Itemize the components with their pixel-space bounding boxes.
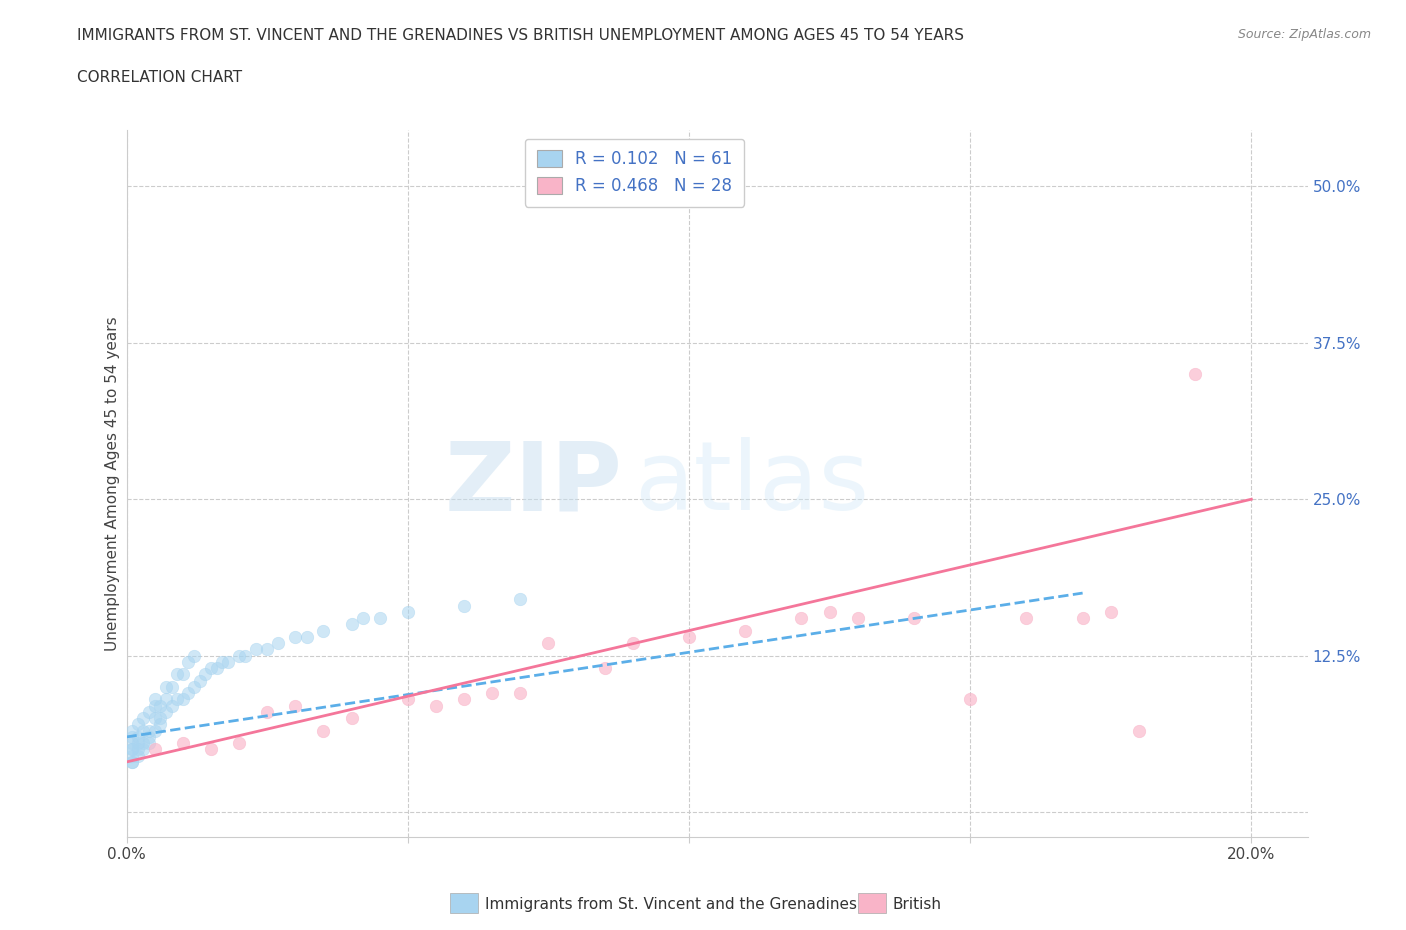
Point	[340, 711, 363, 725]
Point	[368, 611, 391, 626]
Point	[205, 660, 228, 675]
Point	[121, 749, 143, 764]
Point	[509, 591, 531, 606]
Point	[453, 598, 475, 613]
Point	[903, 611, 925, 626]
Point	[132, 742, 155, 757]
Text: CORRELATION CHART: CORRELATION CHART	[77, 70, 242, 85]
Point	[172, 692, 194, 707]
Point	[1099, 604, 1122, 619]
Point	[188, 673, 211, 688]
Point	[245, 642, 267, 657]
Point	[121, 724, 143, 738]
Point	[217, 655, 239, 670]
Point	[149, 698, 172, 713]
Point	[228, 648, 250, 663]
Text: Source: ZipAtlas.com: Source: ZipAtlas.com	[1237, 28, 1371, 41]
Text: British: British	[893, 897, 942, 912]
Point	[160, 680, 183, 695]
Point	[183, 648, 205, 663]
Point	[959, 692, 981, 707]
Point	[211, 655, 233, 670]
Point	[127, 742, 149, 757]
Point	[132, 736, 155, 751]
Point	[143, 711, 166, 725]
Point	[177, 655, 200, 670]
Point	[149, 711, 172, 725]
Point	[166, 667, 188, 682]
Point	[160, 698, 183, 713]
Point	[155, 704, 177, 719]
Point	[790, 611, 813, 626]
Point	[194, 667, 217, 682]
Point	[481, 685, 503, 700]
Point	[396, 604, 419, 619]
Point	[678, 630, 700, 644]
Point	[127, 749, 149, 764]
Point	[127, 717, 149, 732]
Point	[138, 704, 160, 719]
Point	[132, 724, 155, 738]
Point	[200, 742, 222, 757]
Point	[143, 724, 166, 738]
Point	[1071, 611, 1094, 626]
Point	[172, 736, 194, 751]
Point	[537, 636, 560, 651]
Point	[138, 724, 160, 738]
Text: atlas: atlas	[634, 437, 869, 530]
Point	[121, 729, 143, 744]
Point	[233, 648, 256, 663]
Point	[1015, 611, 1038, 626]
Point	[172, 667, 194, 682]
Point	[121, 742, 143, 757]
Point	[177, 685, 200, 700]
Point	[121, 736, 143, 751]
Point	[295, 630, 318, 644]
Point	[121, 754, 143, 769]
Legend: R = 0.102   N = 61, R = 0.468   N = 28: R = 0.102 N = 61, R = 0.468 N = 28	[524, 139, 744, 206]
Point	[846, 611, 869, 626]
Point	[121, 754, 143, 769]
Point	[143, 742, 166, 757]
Point	[453, 692, 475, 707]
Point	[621, 636, 644, 651]
Point	[593, 660, 616, 675]
Text: Immigrants from St. Vincent and the Grenadines: Immigrants from St. Vincent and the Gren…	[485, 897, 858, 912]
Point	[138, 736, 160, 751]
Point	[267, 636, 290, 651]
Point	[121, 742, 143, 757]
Point	[818, 604, 841, 619]
Point	[200, 660, 222, 675]
Point	[155, 692, 177, 707]
Point	[155, 680, 177, 695]
Point	[149, 717, 172, 732]
Point	[312, 623, 335, 638]
Point	[509, 685, 531, 700]
Text: IMMIGRANTS FROM ST. VINCENT AND THE GRENADINES VS BRITISH UNEMPLOYMENT AMONG AGE: IMMIGRANTS FROM ST. VINCENT AND THE GREN…	[77, 28, 965, 43]
Point	[312, 724, 335, 738]
Point	[143, 692, 166, 707]
Point	[127, 729, 149, 744]
Point	[284, 698, 307, 713]
Point	[340, 617, 363, 631]
Point	[1128, 724, 1150, 738]
Point	[127, 736, 149, 751]
Point	[166, 692, 188, 707]
Point	[396, 692, 419, 707]
Point	[228, 736, 250, 751]
Point	[256, 642, 278, 657]
Point	[734, 623, 756, 638]
Point	[138, 729, 160, 744]
Point	[256, 704, 278, 719]
Point	[425, 698, 447, 713]
Point	[284, 630, 307, 644]
Point	[183, 680, 205, 695]
Text: ZIP: ZIP	[444, 437, 623, 530]
Point	[132, 711, 155, 725]
Point	[143, 698, 166, 713]
Point	[1184, 366, 1206, 381]
Y-axis label: Unemployment Among Ages 45 to 54 years: Unemployment Among Ages 45 to 54 years	[105, 316, 120, 651]
Point	[352, 611, 374, 626]
